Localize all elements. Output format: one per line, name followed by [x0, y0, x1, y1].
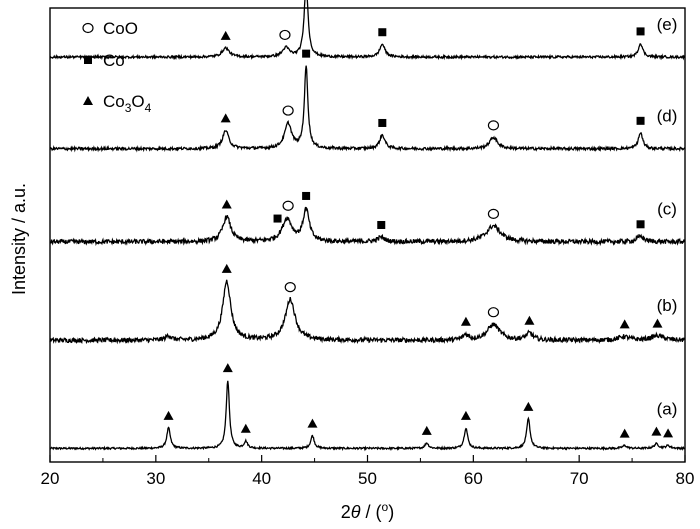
x-axis-label: 2θ / (o): [341, 500, 394, 522]
series-label: (e): [657, 15, 678, 34]
series-layer: (a) (b) (c) (d) (e): [49, 0, 686, 452]
peak-marker-triangle: [220, 30, 231, 40]
peak-marker-triangle: [222, 363, 233, 373]
peak-marker-square: [302, 49, 311, 58]
peak-marker-circle-open: [487, 208, 500, 219]
peak-marker-triangle: [619, 319, 630, 329]
peak-marker-square: [636, 220, 645, 229]
peak-marker-triangle: [307, 418, 318, 428]
peak-marker-triangle: [240, 423, 251, 433]
peak-marker-square: [636, 116, 645, 125]
peak-marker-triangle: [221, 199, 232, 209]
peak-marker-triangle: [421, 425, 432, 435]
plot-frame: [49, 7, 686, 463]
legend-label: Co: [103, 51, 125, 70]
peak-marker-square: [378, 118, 387, 127]
peak-marker-triangle: [460, 316, 471, 326]
peak-marker-circle-open: [282, 105, 294, 116]
x-tick-label: 30: [146, 469, 165, 488]
peak-marker-triangle: [619, 428, 630, 438]
peak-marker-triangle: [221, 263, 232, 273]
series-label: (c): [657, 200, 677, 219]
peak-marker-triangle: [663, 428, 674, 438]
peak-marker-circle-open: [487, 120, 500, 131]
x-tick-label: 70: [570, 469, 589, 488]
x-tick-label: 80: [676, 469, 695, 488]
series-label: (a): [657, 399, 678, 418]
peak-marker-square: [273, 214, 282, 223]
peak-marker-triangle: [651, 426, 662, 436]
axes: 20 30 40 50 60 70 80 2θ / (o) Intensity / a.u.: [9, 7, 695, 522]
legend-marker-square: [84, 56, 92, 64]
series-label: (d): [657, 107, 678, 126]
peak-marker-circle-open: [284, 282, 296, 293]
series-line-0: [49, 380, 686, 452]
series-line-3: [49, 65, 686, 153]
y-axis-label: Intensity / a.u.: [9, 183, 29, 295]
peak-marker-triangle: [163, 410, 174, 420]
peak-marker-square: [302, 191, 311, 200]
series-line-4: [49, 0, 686, 61]
series-label: (b): [657, 296, 678, 315]
legend: CoO Co Co3O4: [82, 19, 152, 115]
peak-marker-triangle: [220, 113, 231, 123]
legend-marker-triangle: [83, 96, 93, 105]
series-line-1: [49, 279, 686, 345]
series-line-2: [49, 206, 686, 247]
peak-marker-square: [378, 28, 387, 37]
peak-marker-triangle: [524, 315, 535, 325]
x-tick-label: 40: [252, 469, 271, 488]
peak-marker-square: [377, 220, 386, 229]
legend-label: CoO: [103, 19, 138, 38]
marker-layer: [163, 27, 674, 438]
x-tick-label: 50: [358, 469, 377, 488]
peak-marker-circle-open: [279, 29, 291, 41]
x-tick-label: 60: [464, 469, 483, 488]
peak-marker-triangle: [523, 401, 534, 411]
x-tick-label: 20: [41, 469, 60, 488]
peak-marker-triangle: [460, 410, 471, 420]
legend-label: Co3O4: [103, 92, 152, 115]
peak-marker-circle-open: [487, 307, 500, 318]
legend-marker-circle-open: [82, 22, 94, 34]
peak-marker-circle-open: [282, 200, 294, 211]
peak-marker-triangle: [652, 318, 663, 328]
peak-marker-square: [636, 27, 645, 36]
